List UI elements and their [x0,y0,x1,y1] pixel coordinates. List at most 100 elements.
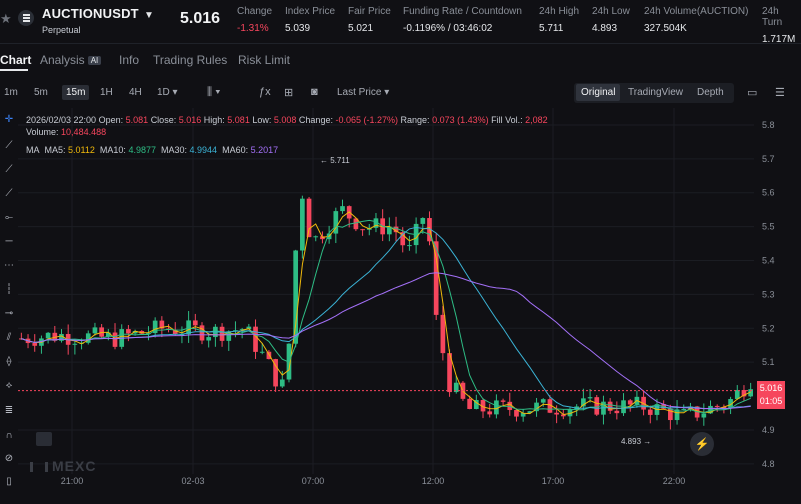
fib-icon[interactable]: ⟠ [6,356,12,367]
candle-body [340,206,345,212]
magnet-icon[interactable]: ∩ [5,430,13,441]
delete-trash-icon[interactable]: ▯ [6,476,12,487]
extended-line-icon[interactable]: ⟋ [5,188,13,199]
candle-body [132,330,138,334]
stat-value: 4.893 [592,23,618,34]
vertical-line-icon[interactable]: ┆ [5,284,13,295]
pattern-icon[interactable]: ⟡ [5,380,13,391]
candle-body [500,400,506,402]
favorite-star-icon[interactable]: ★ [0,11,12,26]
candle-body [627,400,633,405]
candle-type-icon[interactable]: ⫼ ▾ [207,86,221,98]
candlestick-chart[interactable]: 5.8 5.7 5.6 5.5 5.4 5.3 5.2 5.1 4.9 4.8 21:00 02-0… [18,108,801,486]
volume-value: 10,484.488 [61,127,107,137]
candle-body [333,211,339,234]
ma10-value: 4.9877 [128,145,156,155]
candle-body [433,241,439,315]
settings-sliders-icon[interactable]: ☰ [775,87,785,99]
timeframe-4h[interactable]: 4H [129,87,142,98]
tab-risk-limit[interactable]: Risk Limit [238,53,291,67]
hide-drawings-icon[interactable]: ⊘ [4,453,14,464]
view-original[interactable]: Original [576,84,621,101]
stat-label: Funding Rate / Countdown [403,6,522,17]
candle-body [159,320,165,329]
candle-body [313,236,319,238]
moving-average-lines [21,211,751,416]
ma10-line [21,219,751,414]
parallel-channel-icon[interactable]: ⫽ [6,332,12,343]
candle-body [300,198,305,251]
ray-icon[interactable]: ⟋ [5,164,13,175]
ohlc-change-label: Change: [298,115,333,125]
candle-body [407,245,412,247]
main-tabs: Chart Analysis AI Info Trading Rules Risk… [0,50,801,71]
stat-label: Index Price [285,6,336,17]
candle-body [152,320,158,334]
tab-trading-rules[interactable]: Trading Rules [153,53,228,67]
crosshair-icon[interactable]: ✛ [4,114,14,125]
ma-title: MA [26,145,40,155]
layout-panel-icon[interactable]: ▭ [747,87,758,99]
stat-24h-turnover: 24h Turn 1.717M [762,6,801,45]
tab-analysis[interactable]: Analysis AI [40,53,102,67]
price-type-select[interactable]: Last Price ▾ [337,87,390,98]
view-tradingview[interactable]: TradingView [628,87,684,98]
candle-body [748,389,753,397]
horizontal-line-icon[interactable]: ─ [5,236,13,247]
candle-body [45,332,51,339]
symbol-name[interactable]: AUCTIONUSDT [42,6,139,21]
candle-body [540,399,546,403]
levels-icon[interactable]: ≣ [4,405,14,416]
candle-body [647,409,653,415]
view-depth[interactable]: Depth [697,87,724,98]
candle-body [306,198,312,238]
last-price: 5.016 [180,10,221,27]
stat-24h-low: 24h Low 4.893 [592,6,630,34]
x-tick-label: 12:00 [422,476,445,486]
candle-body [581,398,586,407]
ma60-value: 5.2017 [250,145,279,155]
quick-trade-lightning-icon[interactable]: ⚡ [690,432,714,456]
candle-body [514,410,519,417]
timeframe-1h[interactable]: 1H [100,87,113,98]
timeframe-15m[interactable]: 15m [62,85,90,100]
candle-body [594,397,600,415]
timeframe-1d[interactable]: 1D ▾ [157,87,178,98]
candle-body [373,218,379,228]
y-tick-label: 5.5 [762,222,775,232]
ohlc-readout: 2026/02/03 22:00 Open: 5.081 Close: 5.01… [26,115,548,125]
candle-body [547,399,553,413]
candle-body [192,320,198,326]
price-line-icon[interactable]: ⊸ [4,308,14,319]
stat-label: Change [237,6,273,17]
ma10-label: MA10: [99,145,126,155]
screenshot-camera-icon[interactable]: ◙ [311,86,318,98]
candle-body [534,402,539,412]
timeframe-5m[interactable]: 5m [34,87,48,98]
timeframe-1m[interactable]: 1m [4,87,18,98]
candle-body [681,408,687,410]
layout-grid-icon[interactable]: ⊞ [284,87,294,99]
tab-chart[interactable]: Chart [0,53,32,67]
y-tick-label: 5.6 [762,188,775,198]
ohlc-range-label: Range: [400,115,430,125]
horizontal-ray-icon[interactable]: ⟜ [5,212,13,223]
mexc-logo-icon [30,462,48,472]
stat-24h-volume: 24h Volume(AUCTION) 327.504K [644,6,748,34]
chat-icon[interactable] [36,432,52,446]
stat-value: 327.504K [644,23,687,34]
x-tick-label: 07:00 [302,476,325,486]
horizontal-segment-icon[interactable]: ⋯ [4,260,14,271]
ohlc-range: 0.073 (1.43%) [432,115,489,125]
ma5-label: MA5: [44,145,66,155]
candle-body [172,329,178,335]
candle-body [353,218,359,230]
tab-info[interactable]: Info [119,53,140,67]
candle-body [246,326,252,330]
y-tick-label: 5.1 [762,357,775,367]
indicators-fx-icon[interactable]: ƒx [259,86,271,98]
symbol-dropdown-chevron-icon[interactable]: ▼ [144,10,154,21]
trend-line-icon[interactable]: ⟋ [5,140,13,151]
candle-countdown: 01:05 [759,396,783,406]
candle-body [714,405,720,407]
